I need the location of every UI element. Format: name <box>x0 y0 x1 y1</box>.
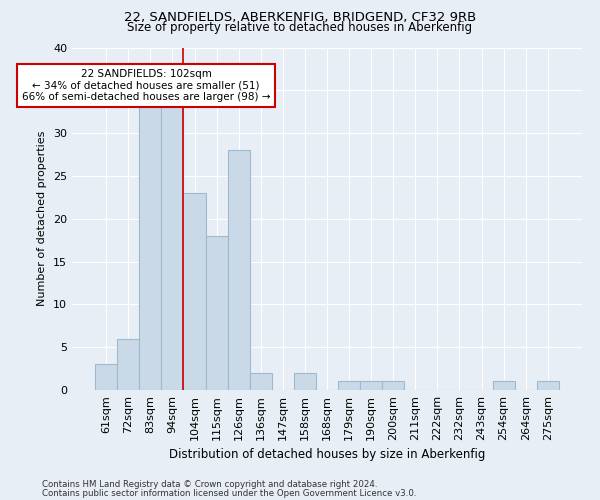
Bar <box>294 373 316 390</box>
Bar <box>95 364 117 390</box>
Bar <box>537 382 559 390</box>
Text: Contains public sector information licensed under the Open Government Licence v3: Contains public sector information licen… <box>42 489 416 498</box>
Bar <box>227 150 250 390</box>
Y-axis label: Number of detached properties: Number of detached properties <box>37 131 47 306</box>
Bar <box>338 382 360 390</box>
Bar <box>117 338 139 390</box>
Text: Size of property relative to detached houses in Aberkenfig: Size of property relative to detached ho… <box>127 21 473 34</box>
Bar <box>139 108 161 390</box>
X-axis label: Distribution of detached houses by size in Aberkenfig: Distribution of detached houses by size … <box>169 448 485 462</box>
Text: 22, SANDFIELDS, ABERKENFIG, BRIDGEND, CF32 9RB: 22, SANDFIELDS, ABERKENFIG, BRIDGEND, CF… <box>124 11 476 24</box>
Bar <box>493 382 515 390</box>
Bar <box>250 373 272 390</box>
Bar <box>382 382 404 390</box>
Text: 22 SANDFIELDS: 102sqm
← 34% of detached houses are smaller (51)
66% of semi-deta: 22 SANDFIELDS: 102sqm ← 34% of detached … <box>22 69 270 102</box>
Bar <box>360 382 382 390</box>
Bar <box>184 193 206 390</box>
Bar <box>161 108 184 390</box>
Bar <box>206 236 227 390</box>
Text: Contains HM Land Registry data © Crown copyright and database right 2024.: Contains HM Land Registry data © Crown c… <box>42 480 377 489</box>
